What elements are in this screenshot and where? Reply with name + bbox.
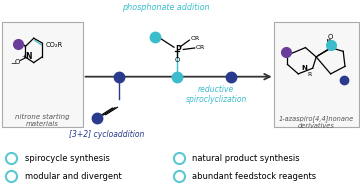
FancyBboxPatch shape xyxy=(3,22,83,127)
Text: N: N xyxy=(25,53,32,61)
Text: −: − xyxy=(10,61,16,67)
Text: O: O xyxy=(327,34,333,40)
Text: [3+2] cycloaddition: [3+2] cycloaddition xyxy=(69,130,145,139)
Text: N: N xyxy=(302,65,308,71)
Text: natural product synthesis: natural product synthesis xyxy=(192,154,300,163)
Text: O: O xyxy=(15,59,20,65)
Text: phosphonate addition: phosphonate addition xyxy=(122,3,210,12)
Text: spirocycle synthesis: spirocycle synthesis xyxy=(25,154,110,163)
Text: modular and divergent: modular and divergent xyxy=(25,172,122,181)
Text: reductive
spiroclyclization: reductive spiroclyclization xyxy=(186,85,247,104)
Text: OR: OR xyxy=(196,46,205,50)
Text: P: P xyxy=(175,45,181,54)
Text: O: O xyxy=(174,57,179,63)
Text: +: + xyxy=(21,54,26,60)
Text: CO₂R: CO₂R xyxy=(46,42,63,48)
Text: R: R xyxy=(307,72,311,77)
Text: nitrone starting
materials: nitrone starting materials xyxy=(15,114,69,127)
FancyBboxPatch shape xyxy=(274,22,359,127)
Text: 1-azaspiro[4,4]nonane
derivatives: 1-azaspiro[4,4]nonane derivatives xyxy=(278,115,354,129)
Text: abundant feedstock reagents: abundant feedstock reagents xyxy=(192,172,316,181)
Text: OR: OR xyxy=(190,36,200,41)
